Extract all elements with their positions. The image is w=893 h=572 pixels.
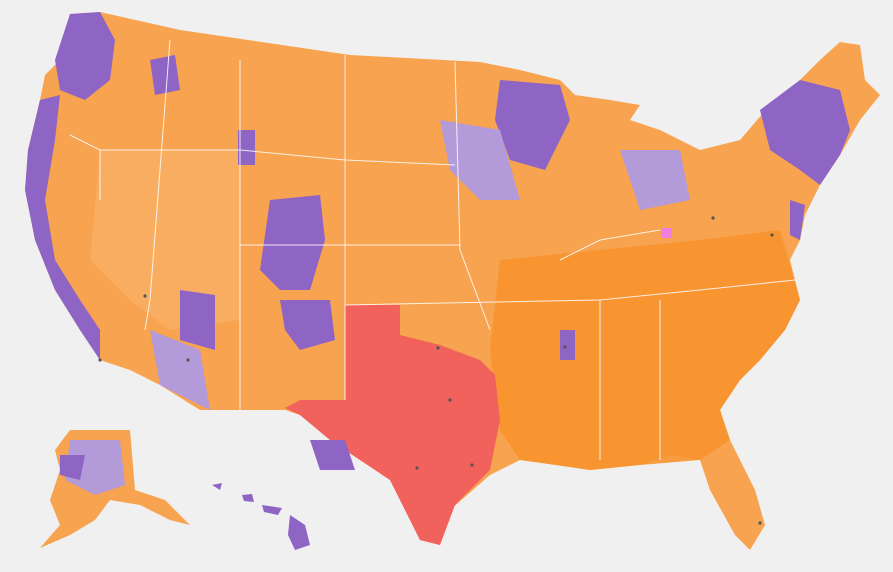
island [212, 483, 222, 490]
texas-region [285, 305, 500, 545]
southeast-region [490, 230, 800, 470]
island [242, 494, 254, 502]
purple-areas [25, 12, 850, 470]
hawaii [212, 483, 310, 550]
alaska [40, 430, 190, 548]
city [98, 358, 102, 362]
light-purple-areas [150, 120, 690, 410]
nova-east [790, 200, 805, 240]
city [143, 294, 147, 298]
navajo [180, 290, 215, 350]
ohio-pink [662, 228, 672, 238]
border [344, 279, 796, 306]
border [100, 149, 456, 166]
city [415, 466, 419, 470]
alaska-purple-dark [60, 455, 85, 480]
new-mexico [280, 300, 335, 350]
border [69, 134, 101, 200]
city-dots [98, 216, 774, 525]
city [711, 216, 715, 220]
city [470, 463, 474, 467]
city [563, 345, 567, 349]
lighter-plains [90, 150, 240, 330]
city [186, 358, 190, 362]
midwest-spots [440, 120, 520, 200]
border [144, 39, 171, 331]
border [559, 229, 661, 261]
city [770, 233, 774, 237]
wyoming [238, 130, 255, 165]
island [262, 505, 282, 515]
ohio [620, 150, 690, 210]
colorado-front [260, 195, 325, 290]
city [758, 521, 762, 525]
city [448, 398, 452, 402]
new-england [760, 80, 850, 185]
island [288, 515, 310, 550]
montana-reservation [150, 55, 180, 95]
state-borders [69, 39, 796, 460]
sw-texas [310, 440, 355, 470]
mississippi-delta [560, 330, 575, 360]
puget-sound [55, 12, 115, 100]
border [454, 61, 491, 331]
city [436, 346, 440, 350]
nevada [150, 330, 210, 410]
alaska-purple [65, 440, 125, 495]
west-coast [25, 95, 100, 360]
great-lakes [495, 80, 570, 170]
